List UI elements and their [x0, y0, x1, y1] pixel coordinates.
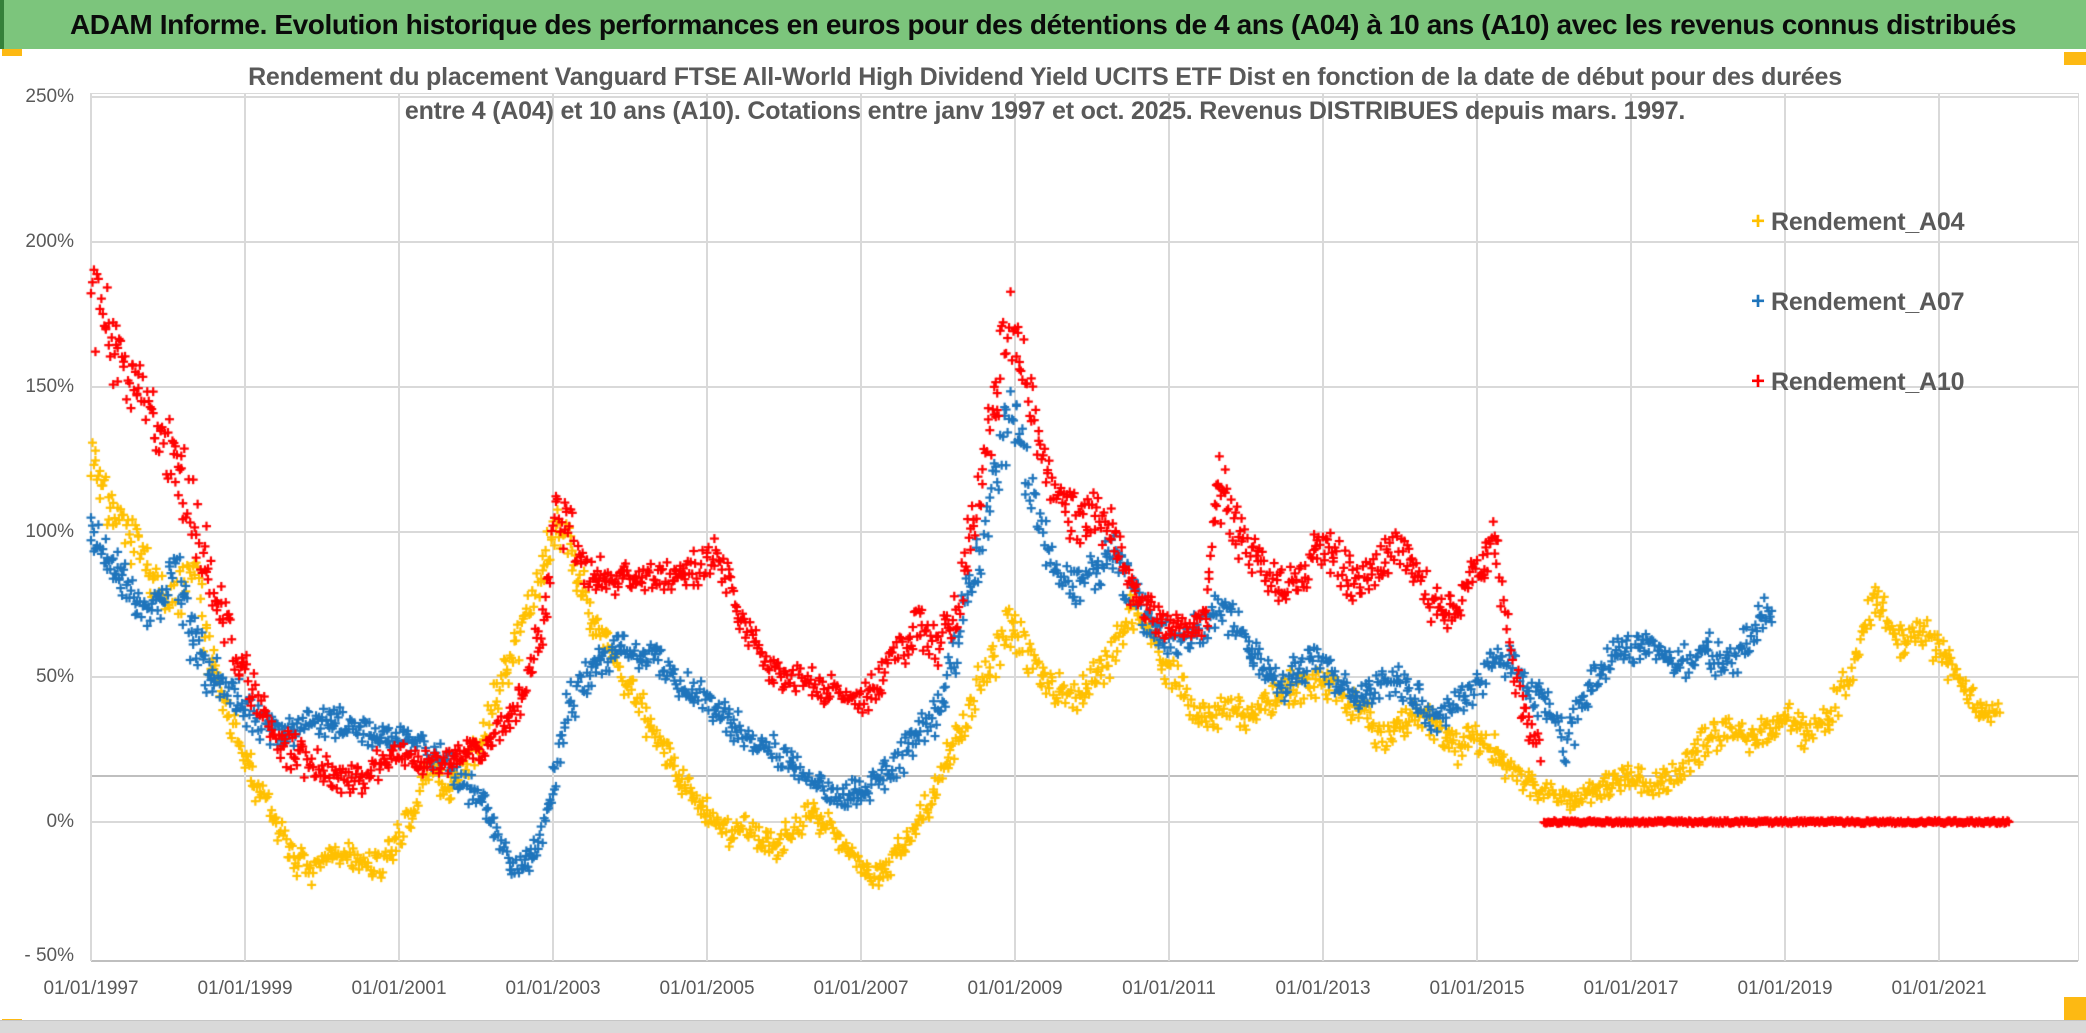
legend-item-rendement-a04[interactable]: + Rendement_A04 [1745, 206, 1965, 238]
x-axis-label: 01/01/2019 [1737, 978, 1833, 999]
x-axis-label: 01/01/1997 [43, 978, 139, 999]
x-axis-label: 01/01/2015 [1429, 978, 1525, 999]
y-axis-label: 150% [25, 376, 74, 397]
y-axis-label: - 50% [24, 945, 74, 966]
chart-title-line1: Rendement du placement Vanguard FTSE All… [248, 63, 1842, 91]
x-axis-label: 01/01/2007 [813, 978, 909, 999]
y-axis-label: 0% [46, 811, 74, 832]
x-axis-label: 01/01/1999 [197, 978, 293, 999]
x-axis-label: 01/01/2003 [505, 978, 601, 999]
x-axis-label: 01/01/2021 [1891, 978, 1987, 999]
x-axis-label: 01/01/2009 [967, 978, 1063, 999]
legend-item-rendement-a10[interactable]: + Rendement_A10 [1745, 366, 1965, 398]
x-axis-label: 01/01/2017 [1583, 978, 1679, 999]
legend-item-rendement-a07[interactable]: + Rendement_A07 [1745, 286, 1965, 318]
legend-label: Rendement_A04 [1771, 207, 1965, 236]
legend-label: Rendement_A10 [1771, 367, 1965, 396]
y-axis-label: 250% [25, 86, 74, 107]
x-axis-label: 01/01/2001 [351, 978, 447, 999]
x-axis-label: 01/01/2005 [659, 978, 755, 999]
x-axis-label: 01/01/2011 [1122, 978, 1216, 999]
chart-title: Rendement du placement Vanguard FTSE All… [240, 60, 1850, 128]
legend-label: Rendement_A07 [1771, 287, 1965, 316]
y-axis-label: 100% [25, 521, 74, 542]
chart-title-line2: entre 4 (A04) et 10 ans (A10). Cotations… [404, 97, 1686, 125]
x-axis-label: 01/01/2013 [1275, 978, 1371, 999]
y-axis-label: 200% [25, 231, 74, 252]
plus-marker-icon: + [1750, 208, 1765, 235]
plus-marker-icon: + [1750, 288, 1765, 315]
plus-marker-icon: + [1750, 368, 1765, 395]
y-axis-label: 50% [35, 666, 74, 687]
